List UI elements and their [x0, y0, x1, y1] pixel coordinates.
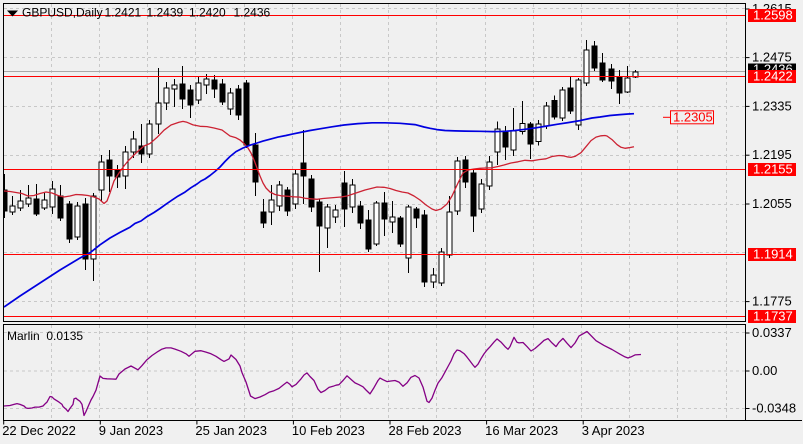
svg-text:9 Jan 2023: 9 Jan 2023 — [99, 423, 163, 438]
svg-text:16 Mar 2023: 16 Mar 2023 — [485, 423, 558, 438]
svg-text:1.2420: 1.2420 — [189, 6, 226, 20]
svg-text:1.1775: 1.1775 — [752, 294, 792, 309]
svg-text:1.2155: 1.2155 — [753, 162, 793, 177]
svg-text:1.1914: 1.1914 — [753, 247, 793, 262]
svg-text:1.2195: 1.2195 — [752, 147, 792, 162]
svg-text:25 Jan 2023: 25 Jan 2023 — [195, 423, 267, 438]
svg-text:0.00: 0.00 — [752, 363, 777, 378]
svg-text:1.2422: 1.2422 — [753, 69, 793, 84]
svg-text:1.2055: 1.2055 — [752, 196, 792, 211]
svg-text:28 Feb 2023: 28 Feb 2023 — [389, 423, 462, 438]
svg-text:0.0337: 0.0337 — [752, 325, 792, 340]
svg-text:1.2421: 1.2421 — [105, 6, 142, 20]
svg-text:1.1737: 1.1737 — [753, 309, 793, 324]
svg-text:1.2436: 1.2436 — [234, 6, 271, 20]
svg-text:1.2598: 1.2598 — [753, 8, 793, 23]
svg-text:1.2305: 1.2305 — [673, 110, 713, 125]
svg-text:1.2335: 1.2335 — [752, 98, 792, 113]
svg-text:GBPUSD,Daily: GBPUSD,Daily — [22, 6, 103, 20]
svg-text:22 Dec 2022: 22 Dec 2022 — [2, 423, 76, 438]
svg-text:Marlin 0.0135: Marlin 0.0135 — [7, 329, 83, 343]
svg-text:3 Apr 2023: 3 Apr 2023 — [582, 423, 645, 438]
svg-text:1.2439: 1.2439 — [147, 6, 184, 20]
svg-text:10 Feb 2023: 10 Feb 2023 — [292, 423, 365, 438]
svg-text:1.2475: 1.2475 — [752, 50, 792, 65]
svg-text:-0.0348: -0.0348 — [752, 401, 796, 416]
